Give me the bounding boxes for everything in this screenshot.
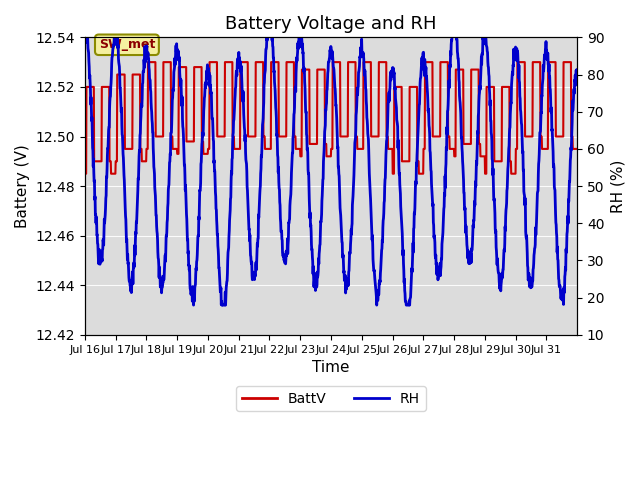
- RH: [189, 302, 197, 308]
- RH: [81, 27, 89, 33]
- RH: [542, 46, 550, 52]
- Legend: BattV, RH: BattV, RH: [236, 386, 426, 411]
- BattV: [333, 59, 341, 65]
- BattV: [304, 67, 312, 72]
- BattV: [542, 146, 550, 152]
- Text: SW_met: SW_met: [99, 38, 155, 51]
- RH: [304, 150, 312, 156]
- RH: [333, 126, 341, 132]
- Title: Battery Voltage and RH: Battery Voltage and RH: [225, 15, 436, 33]
- BattV: [573, 146, 581, 152]
- RH: [573, 67, 581, 72]
- BattV: [170, 146, 177, 152]
- Line: RH: RH: [85, 30, 577, 305]
- RH: [420, 72, 428, 78]
- X-axis label: Time: Time: [312, 360, 349, 375]
- Line: BattV: BattV: [85, 62, 577, 174]
- Y-axis label: RH (%): RH (%): [610, 159, 625, 213]
- RH: [169, 86, 177, 92]
- Y-axis label: Battery (V): Battery (V): [15, 144, 30, 228]
- BattV: [81, 171, 89, 177]
- BattV: [144, 59, 152, 65]
- BattV: [420, 146, 428, 152]
- RH: [90, 179, 98, 184]
- BattV: [90, 158, 98, 164]
